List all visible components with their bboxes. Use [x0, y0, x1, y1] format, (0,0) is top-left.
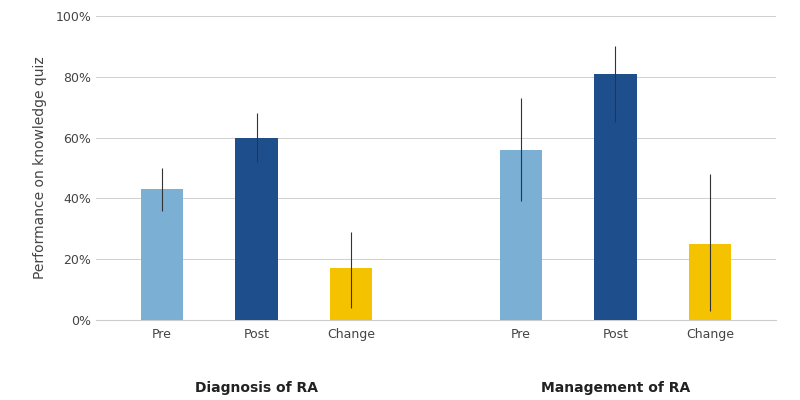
Y-axis label: Performance on knowledge quiz: Performance on knowledge quiz [33, 57, 47, 279]
Bar [141, 189, 183, 320]
Bar [500, 150, 542, 320]
Bar [689, 244, 731, 320]
Bar [235, 138, 278, 320]
Bar [594, 74, 637, 320]
Text: Management of RA: Management of RA [541, 381, 690, 395]
Bar [330, 268, 372, 320]
Text: Diagnosis of RA: Diagnosis of RA [195, 381, 318, 395]
